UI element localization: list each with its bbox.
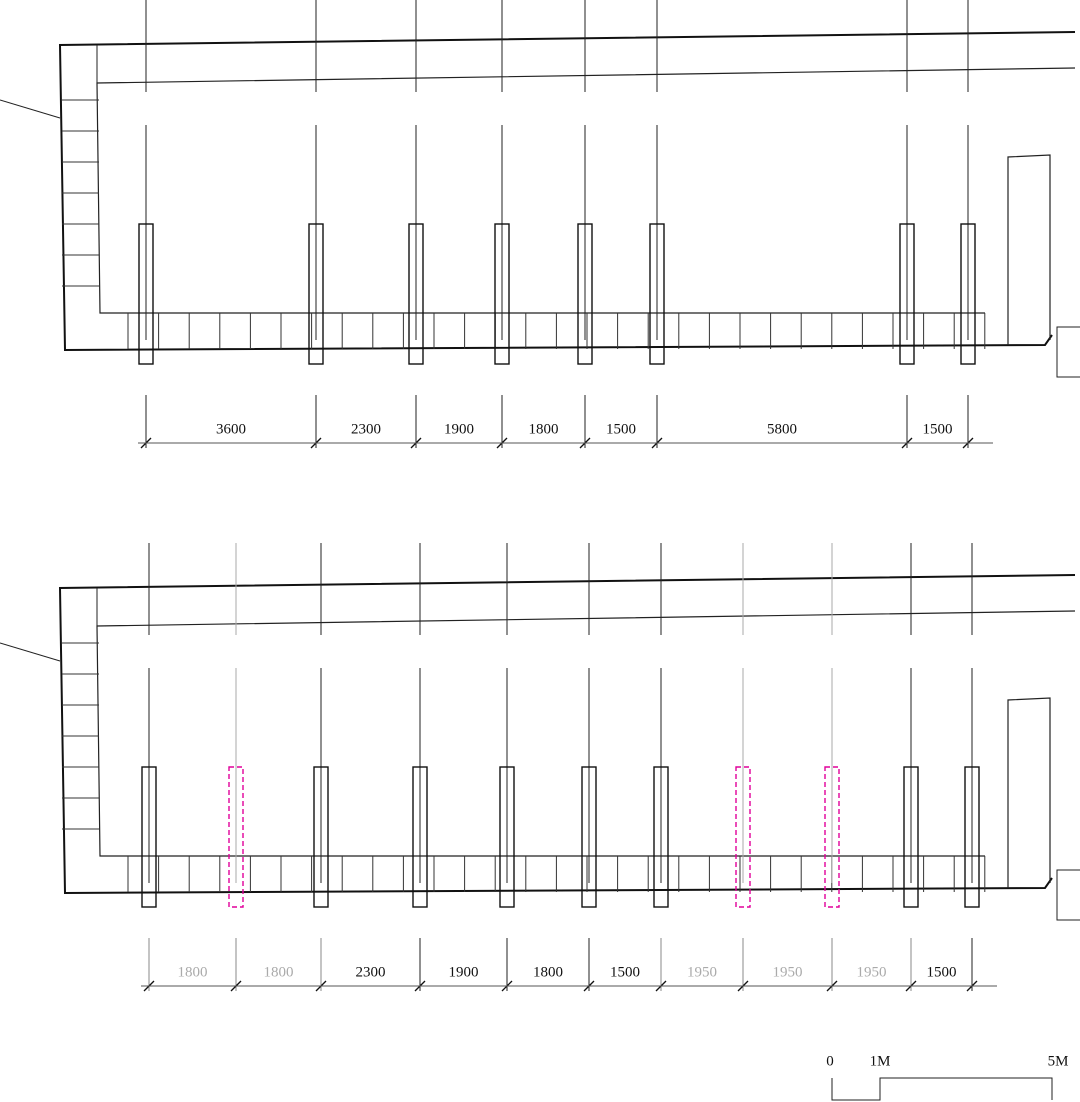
dimension-label: 3600 [216, 421, 246, 437]
column [141, 766, 157, 908]
column [494, 223, 510, 365]
outer-wall [58, 31, 1076, 352]
right-block [1056, 869, 1080, 921]
dimension-label: 1950 [857, 964, 887, 980]
column [408, 223, 424, 365]
dimension-label: 1500 [923, 421, 953, 437]
column [735, 766, 751, 908]
dimension-label: 1800 [264, 964, 294, 980]
column [649, 223, 665, 365]
scale-label: 5M [1048, 1053, 1069, 1069]
column [577, 223, 593, 365]
dimension-label: 1500 [610, 964, 640, 980]
column [412, 766, 428, 908]
dimension-label: 1800 [529, 421, 559, 437]
column [228, 766, 244, 908]
scale-label: 0 [826, 1053, 834, 1069]
column [899, 223, 915, 365]
inner-wall [96, 610, 1076, 857]
dimension-label: 1500 [927, 964, 957, 980]
dimension-label: 1950 [687, 964, 717, 980]
outer-wall [58, 574, 1076, 895]
scale-label: 1M [870, 1053, 891, 1069]
dimension-label: 1800 [533, 964, 563, 980]
dimension-label: 5800 [767, 421, 797, 437]
dimension-label: 1800 [178, 964, 208, 980]
site-line [0, 642, 61, 662]
column [960, 223, 976, 365]
column [581, 766, 597, 908]
column [653, 766, 669, 908]
column [313, 766, 329, 908]
column [824, 766, 840, 908]
column [903, 766, 919, 908]
right-block [1056, 326, 1080, 378]
right-block [1007, 697, 1051, 888]
dimension-label: 2300 [351, 421, 381, 437]
column [499, 766, 515, 908]
inner-wall [96, 67, 1076, 314]
right-block [1007, 154, 1051, 345]
column [138, 223, 154, 365]
dimension-label: 2300 [356, 964, 386, 980]
site-line [0, 99, 61, 119]
column [308, 223, 324, 365]
dimension-label: 1500 [606, 421, 636, 437]
dimension-label: 1900 [449, 964, 479, 980]
scale-bar [831, 1077, 1053, 1101]
column [964, 766, 980, 908]
dimension-label: 1950 [773, 964, 803, 980]
dimension-label: 1900 [444, 421, 474, 437]
